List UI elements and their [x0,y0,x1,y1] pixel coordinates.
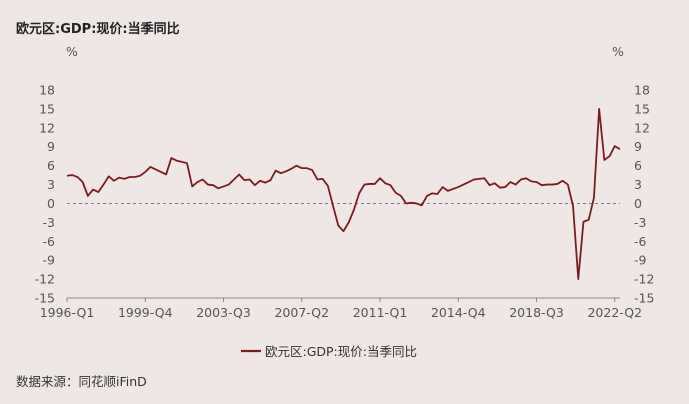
y-tick-right: -6 [634,234,647,249]
y-tick-left: -15 [35,291,55,306]
x-tick-label: 2022-Q2 [587,305,642,320]
y-tick-left: 6 [47,158,55,173]
y-tick-left: 18 [39,83,55,98]
y-tick-right: 15 [634,101,650,116]
y-tick-left: 9 [47,139,55,154]
y-tick-right: 12 [634,120,650,135]
y-tick-right: 3 [634,177,642,192]
y-tick-right: 0 [634,196,642,211]
y-tick-left: -3 [43,215,55,230]
y-tick-left: -6 [43,234,56,249]
legend-label: 欧元区:GDP:现价:当季同比 [265,344,417,359]
chart-axes: % % 18 18 15 15 12 12 9 9 6 6 3 3 0 0 -3 -3 -6 -6 -9 -9 -12 -12… [35,44,655,320]
y-tick-left: -9 [43,253,56,268]
x-tick-label: 2011-Q1 [353,305,408,320]
y-tick-right: 6 [634,158,642,173]
chart-title: 欧元区:GDP:现价:当季同比 [16,22,180,37]
left-axis-unit: % [66,44,78,59]
series-line [66,108,621,280]
x-tick-label: 2014-Q4 [431,305,486,320]
y-tick-left: 0 [47,196,55,211]
y-tick-left: -12 [35,272,55,287]
y-tick-left: 3 [47,177,55,192]
data-source-note: 数据来源：同花顺iFinD [16,374,147,389]
y-tick-right: -9 [634,253,647,268]
x-tick-label: 1996-Q1 [40,305,95,320]
y-tick-right: 18 [634,83,650,98]
right-axis-unit: % [612,44,624,59]
y-tick-right: -3 [634,215,646,230]
y-tick-left: 12 [39,120,55,135]
y-tick-left: 15 [39,101,55,116]
x-tick-label: 2007-Q2 [274,305,329,320]
x-tick-label: 1999-Q4 [118,305,173,320]
plot-area [66,108,621,280]
y-tick-right: 9 [634,139,642,154]
y-tick-right: -15 [634,291,654,306]
legend: 欧元区:GDP:现价:当季同比 [241,344,417,359]
x-tick-label: 2018-Q3 [509,305,564,320]
x-tick-label: 2003-Q3 [196,305,251,320]
y-tick-right: -12 [634,272,654,287]
